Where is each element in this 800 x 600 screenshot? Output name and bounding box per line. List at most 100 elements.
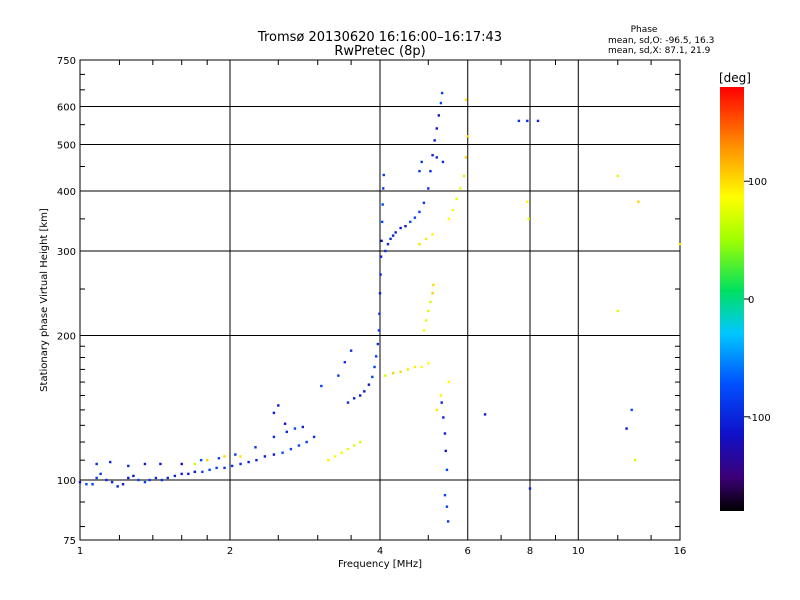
data-point: [215, 466, 218, 470]
data-point: [352, 444, 356, 447]
data-point: [166, 476, 169, 480]
data-point: [464, 98, 468, 101]
data-point: [399, 226, 402, 230]
y-tick-label: 750: [57, 56, 76, 67]
data-point: [447, 217, 451, 221]
data-point: [132, 474, 135, 478]
data-point: [305, 440, 308, 444]
data-point: [384, 249, 387, 253]
data-point: [630, 408, 633, 412]
data-point: [234, 453, 237, 456]
data-point: [343, 360, 347, 364]
data-points: [78, 91, 682, 523]
data-point: [637, 200, 640, 203]
data-point: [217, 457, 221, 460]
data-point: [420, 160, 423, 164]
data-point: [320, 384, 323, 388]
data-point: [442, 416, 445, 419]
data-point: [678, 242, 682, 246]
data-point: [340, 451, 343, 454]
data-point: [85, 483, 88, 486]
data-point: [99, 472, 102, 476]
colorbar-tick-label: 0: [748, 295, 754, 306]
colorbar-unit-label: [deg]: [719, 71, 751, 85]
data-point: [466, 135, 469, 138]
data-point: [459, 187, 462, 190]
data-point: [413, 365, 417, 369]
data-point: [422, 329, 426, 332]
data-point: [420, 365, 423, 369]
data-point: [187, 472, 190, 476]
data-point: [418, 169, 421, 173]
data-point: [105, 478, 108, 482]
data-point: [208, 468, 211, 472]
data-point: [378, 312, 381, 315]
data-point: [121, 483, 125, 486]
y-tick-label: 600: [57, 103, 76, 114]
data-point: [154, 476, 158, 480]
data-point: [384, 374, 387, 377]
data-point: [455, 197, 458, 201]
data-point: [272, 453, 276, 456]
data-point: [424, 237, 428, 241]
data-point: [517, 119, 521, 123]
data-point: [358, 394, 362, 397]
x-tick-label: 16: [674, 546, 687, 557]
data-point: [437, 114, 441, 117]
data-point: [263, 455, 267, 458]
data-point: [439, 101, 443, 105]
data-point: [376, 342, 380, 346]
data-point: [616, 174, 619, 178]
data-point: [380, 220, 384, 224]
data-point: [223, 455, 226, 458]
data-point: [526, 119, 529, 123]
data-point: [143, 462, 147, 466]
phase-colorbar: [720, 87, 744, 511]
data-point: [427, 309, 430, 313]
data-point: [255, 458, 258, 462]
y-tick-label: 100: [57, 476, 76, 487]
data-point: [422, 201, 426, 205]
data-point: [441, 160, 445, 164]
data-point: [431, 292, 434, 295]
data-point: [110, 480, 114, 484]
data-point: [239, 455, 242, 458]
data-point: [78, 480, 82, 484]
data-point: [445, 468, 449, 472]
chart-title-line2: RwPretec (8p): [334, 44, 425, 59]
data-point: [464, 156, 468, 159]
x-tick-label: 1: [77, 546, 83, 557]
data-point: [526, 200, 529, 203]
data-point: [447, 380, 451, 384]
data-point: [333, 455, 337, 458]
data-point: [432, 283, 435, 287]
data-point: [127, 476, 130, 480]
data-point: [116, 485, 119, 488]
data-point: [337, 374, 340, 377]
data-point: [427, 362, 430, 365]
data-point: [391, 234, 395, 237]
data-point: [404, 224, 407, 228]
data-point: [418, 242, 421, 246]
chart-title-line1: Tromsø 20130620 16:16:00–16:17:43: [257, 30, 502, 45]
data-point: [445, 505, 449, 508]
colorbar-tick-label: -100: [748, 413, 771, 424]
data-point: [381, 203, 384, 206]
data-point: [254, 446, 257, 449]
data-point: [431, 233, 434, 236]
data-point: [394, 231, 397, 234]
data-point: [247, 460, 250, 464]
data-point: [205, 458, 209, 462]
data-point: [301, 425, 305, 429]
x-tick-label: 6: [465, 546, 471, 557]
data-point: [443, 493, 447, 497]
data-point: [433, 139, 436, 142]
data-point: [137, 478, 140, 482]
data-point: [431, 154, 434, 157]
data-point: [483, 413, 487, 416]
data-point: [346, 447, 350, 451]
data-point: [173, 474, 177, 478]
y-axis-label: Stationary phase Virtual Height [km]: [39, 208, 50, 392]
data-point: [281, 451, 284, 454]
